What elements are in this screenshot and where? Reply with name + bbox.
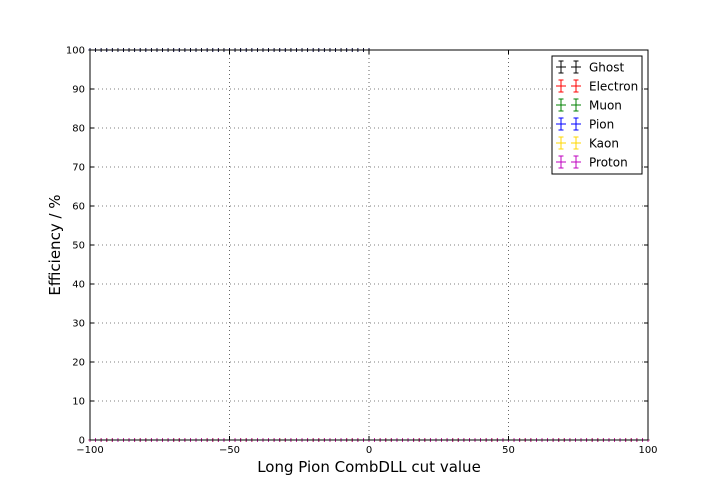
legend-label: Muon bbox=[589, 99, 622, 113]
legend-marker bbox=[571, 79, 581, 93]
legend-marker bbox=[556, 117, 566, 131]
x-tick-label: 50 bbox=[502, 445, 515, 456]
legend-marker bbox=[556, 60, 566, 74]
y-tick-label: 90 bbox=[72, 85, 85, 96]
y-tick-label: 10 bbox=[72, 397, 85, 408]
legend-item-electron: Electron bbox=[556, 79, 638, 94]
legend-label: Ghost bbox=[589, 61, 624, 75]
x-tick-label: 0 bbox=[366, 445, 372, 456]
x-tick-label: −100 bbox=[76, 445, 103, 456]
legend-label: Electron bbox=[589, 80, 638, 94]
legend-marker bbox=[571, 98, 581, 112]
legend-label: Proton bbox=[589, 156, 628, 170]
y-tick-label: 70 bbox=[72, 163, 85, 174]
y-tick-label: 20 bbox=[72, 358, 85, 369]
y-tick-label: 80 bbox=[72, 124, 85, 135]
y-tick-label: 0 bbox=[79, 436, 85, 447]
y-tick-label: 30 bbox=[72, 319, 85, 330]
legend-marker bbox=[556, 155, 566, 169]
legend-label: Kaon bbox=[589, 137, 619, 151]
legend-marker bbox=[556, 79, 566, 93]
y-tick-label: 50 bbox=[72, 241, 85, 252]
y-tick-label: 100 bbox=[66, 46, 85, 57]
y-tick-label: 40 bbox=[72, 280, 85, 291]
legend-marker bbox=[556, 136, 566, 150]
axis-ticks: −100 −50 0 50 100 0 10 20 30 40 50 60 70 80 90 100 bbox=[66, 46, 658, 457]
x-tick-label: −50 bbox=[219, 445, 240, 456]
legend-item-proton: Proton bbox=[556, 155, 628, 170]
y-tick-label: 60 bbox=[72, 202, 85, 213]
legend-item-muon: Muon bbox=[556, 98, 622, 113]
legend-item-ghost: Ghost bbox=[556, 60, 624, 75]
legend-label: Pion bbox=[589, 118, 614, 132]
x-axis-label: Long Pion CombDLL cut value bbox=[257, 458, 481, 476]
legend-marker bbox=[556, 98, 566, 112]
y-axis-label: Efficiency / % bbox=[46, 194, 64, 295]
legend-marker bbox=[571, 136, 581, 150]
legend-item-pion: Pion bbox=[556, 117, 614, 132]
legend-marker bbox=[571, 117, 581, 131]
x-tick-label: 100 bbox=[638, 445, 657, 456]
legend-marker bbox=[571, 155, 581, 169]
legend-item-kaon: Kaon bbox=[556, 136, 619, 151]
legend-marker bbox=[571, 60, 581, 74]
legend-frame bbox=[551, 55, 643, 175]
legend: Ghost Electron Muon Pion Kaon Proton bbox=[551, 55, 643, 175]
